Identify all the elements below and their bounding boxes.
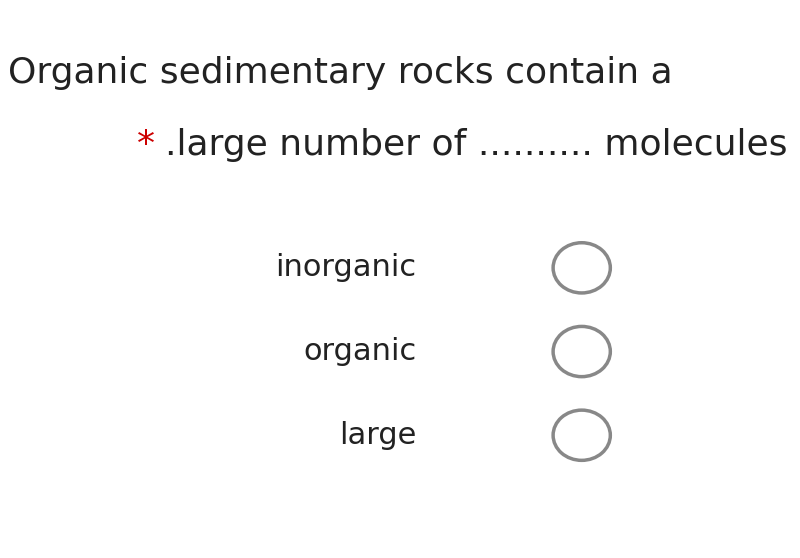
Text: *: * bbox=[137, 128, 166, 162]
Text: organic: organic bbox=[303, 337, 417, 366]
Text: inorganic: inorganic bbox=[275, 253, 417, 282]
Text: Organic sedimentary rocks contain a: Organic sedimentary rocks contain a bbox=[8, 56, 673, 89]
Text: .large number of .......... molecules: .large number of .......... molecules bbox=[166, 128, 788, 162]
Text: large: large bbox=[339, 421, 417, 450]
